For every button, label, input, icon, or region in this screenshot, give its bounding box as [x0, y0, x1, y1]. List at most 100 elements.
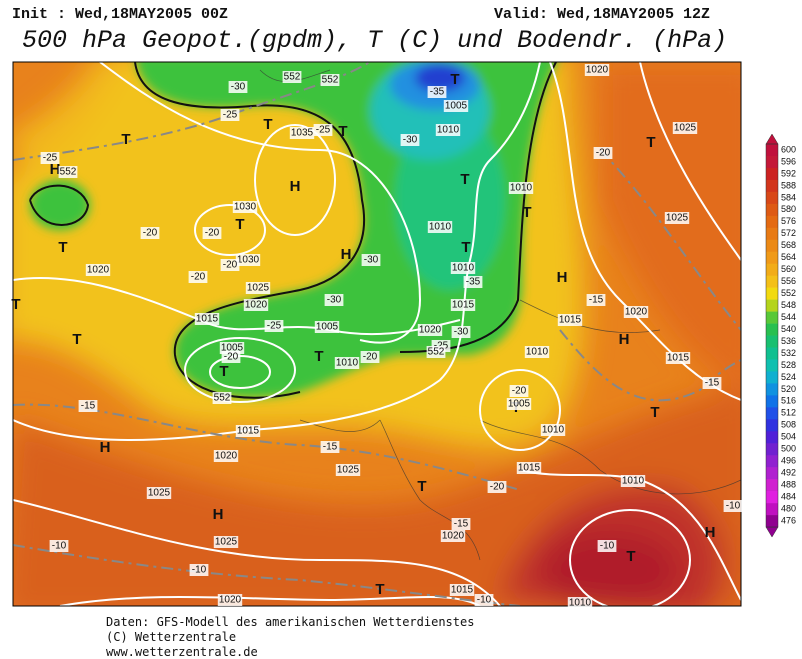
pressure-center: H: [619, 331, 630, 348]
label-bg: [620, 475, 646, 487]
colorbar-segment: [766, 155, 778, 169]
colorbar-label: 556: [781, 276, 796, 286]
colorbar-label: 488: [781, 480, 796, 490]
colorbar-label: 504: [781, 432, 796, 442]
pressure-center: H: [213, 506, 224, 523]
footer-line: (C) Wetterzentrale: [106, 630, 237, 644]
pressure-center: H: [290, 178, 301, 195]
colorbar-segment: [766, 407, 778, 420]
contour-label: 1030: [237, 255, 260, 266]
colorbar-segment: [766, 335, 778, 348]
contour-label: -20: [224, 352, 239, 363]
label-bg: [597, 540, 617, 552]
label-bg: [443, 100, 469, 112]
colorbar-segment: [766, 227, 778, 241]
label-bg: [221, 351, 241, 363]
label-bg: [146, 487, 172, 499]
contour-label: 1010: [336, 358, 359, 369]
contour-label: -20: [191, 272, 206, 283]
contour-label: 1015: [667, 353, 690, 364]
colorbar-label: 532: [781, 348, 796, 358]
pressure-center: T: [263, 116, 272, 133]
colorbar-segment: [766, 383, 778, 396]
label-bg: [220, 109, 240, 121]
colorbar-segment: [766, 467, 778, 480]
pressure-center: T: [417, 478, 426, 495]
contour-label: 1025: [674, 123, 697, 134]
contour-label: -15: [589, 295, 604, 306]
colorbar-segment: [766, 503, 778, 516]
contour-label: 1005: [508, 399, 531, 410]
contour-label: -30: [454, 327, 469, 338]
colorbar-segment: [766, 179, 778, 193]
label-bg: [49, 540, 69, 552]
contour-label: 1025: [247, 283, 270, 294]
label-bg: [474, 594, 494, 606]
contour-label: 1020: [586, 65, 609, 76]
contour-label: -20: [596, 148, 611, 159]
contour-label: 1025: [337, 465, 360, 476]
label-bg: [313, 124, 333, 136]
colorbar-label: 496: [781, 456, 796, 466]
label-bg: [506, 398, 532, 410]
label-bg: [426, 346, 446, 358]
pressure-center: H: [705, 524, 716, 541]
contour-label: 1010: [429, 222, 452, 233]
label-bg: [232, 201, 258, 213]
label-bg: [509, 385, 529, 397]
label-bg: [320, 441, 340, 453]
label-bg: [516, 462, 542, 474]
label-bg: [220, 259, 240, 271]
label-bg: [188, 271, 208, 283]
pressure-center: T: [522, 204, 531, 221]
contour-label: 552: [60, 167, 77, 178]
contour-label: 1015: [518, 463, 541, 474]
contour-label: -20: [363, 352, 378, 363]
colorbar-tip: [765, 526, 779, 538]
contour-label: 1005: [316, 322, 339, 333]
label-bg: [194, 313, 220, 325]
colorbar-segment: [766, 251, 778, 265]
footer-line: www.wetterzentrale.de: [106, 645, 258, 659]
contour-label: -10: [192, 565, 207, 576]
colorbar-segment: [766, 299, 778, 312]
contour-label: 552: [284, 72, 301, 83]
colorbar-label: 576: [781, 216, 796, 226]
colorbar-segment: [766, 479, 778, 492]
colorbar-segment: [766, 419, 778, 432]
colorbar-segment: [766, 347, 778, 360]
label-bg: [400, 134, 420, 146]
label-bg: [540, 424, 566, 436]
pressure-center: T: [219, 363, 228, 380]
contour-label: -10: [52, 541, 67, 552]
colorbar-label: 580: [781, 204, 796, 214]
label-bg: [665, 352, 691, 364]
label-bg: [623, 306, 649, 318]
pressure-center: T: [235, 216, 244, 233]
label-bg: [451, 518, 471, 530]
pressure-center: H: [50, 161, 61, 178]
contour-label: -35: [430, 87, 445, 98]
label-bg: [213, 450, 239, 462]
colorbar-segment: [766, 515, 778, 528]
label-bg: [213, 536, 239, 548]
init-text: Init : Wed,18MAY2005 00Z: [12, 6, 229, 23]
label-bg: [702, 377, 722, 389]
label-bg: [672, 122, 698, 134]
colorbar-label: 540: [781, 324, 796, 334]
label-bg: [78, 400, 98, 412]
contour-label: -25: [223, 110, 238, 121]
valid-text: Valid: Wed,18MAY2005 12Z: [494, 6, 711, 23]
contour-label: 1020: [87, 265, 110, 276]
colorbar-label: 584: [781, 192, 796, 202]
colorbar-segment: [766, 443, 778, 456]
map-frame: [12, 61, 742, 607]
colorbar-label: 528: [781, 360, 796, 370]
label-bg: [417, 324, 443, 336]
label-bg: [449, 584, 475, 596]
label-bg: [567, 597, 593, 609]
label-bg: [508, 182, 534, 194]
pressure-center: H: [100, 439, 111, 456]
colorbar-frame: [765, 143, 779, 528]
colorbar-segment: [766, 323, 778, 336]
